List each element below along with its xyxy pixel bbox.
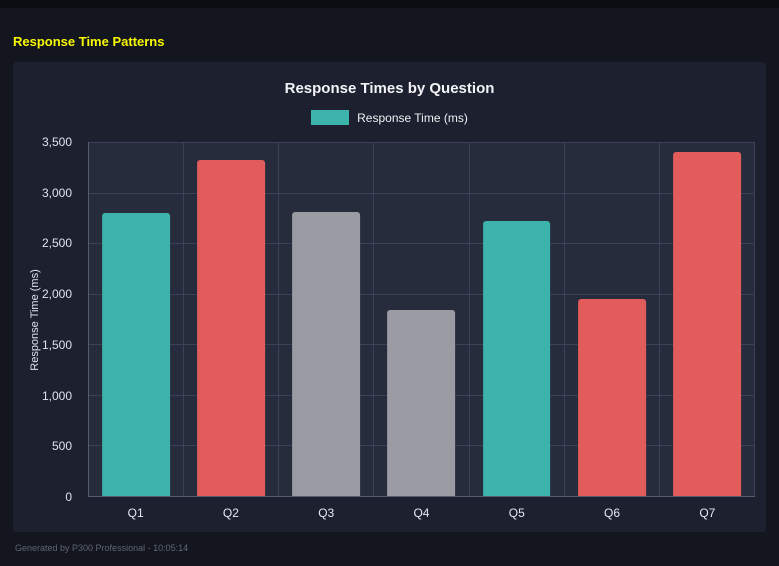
bar-q7[interactable]: [673, 152, 741, 496]
y-tick-label: 2,500: [41, 236, 72, 251]
h-gridline: [89, 192, 755, 194]
x-tick-label: Q4: [413, 506, 430, 520]
chart-title: Response Times by Question: [284, 80, 495, 97]
x-tick-label: Q3: [318, 506, 335, 520]
x-labels: Q1 Q2 Q3 Q4 Q5 Q6 Q7: [88, 506, 755, 520]
bar-slot: [565, 142, 660, 496]
plot-area: [88, 142, 755, 497]
y-tick-label: 0: [65, 490, 72, 504]
bar-slot: [279, 142, 375, 496]
x-tick-label: Q5: [508, 506, 525, 520]
chart-card: Response Times by Question Response Time…: [13, 62, 766, 532]
y-ticks: 0 500 1,000 1,500 2,000 2,500 3,000 3,500: [13, 135, 80, 504]
window-top-strip: [0, 0, 779, 8]
y-tick-label: 500: [51, 439, 72, 454]
x-tick-label: Q1: [127, 506, 144, 520]
legend-label: Response Time (ms): [357, 110, 468, 125]
bar-q3[interactable]: [292, 211, 361, 496]
bar-slot: [470, 142, 565, 496]
footer-note: Generated by P300 Professional - 10:05:1…: [15, 543, 189, 553]
bar-slot: [660, 142, 755, 496]
bar-slot: [89, 142, 185, 496]
bar-q4[interactable]: [387, 309, 456, 496]
bar-q1[interactable]: [102, 212, 170, 496]
x-tick-label: Q2: [222, 506, 239, 520]
h-gridline: [89, 243, 755, 245]
h-gridline: [89, 142, 755, 143]
page-title: Response Time Patterns: [13, 34, 165, 49]
y-tick-label: 1,500: [41, 337, 72, 352]
h-gridline: [89, 293, 755, 295]
bar-q2[interactable]: [197, 160, 266, 496]
chart-legend: Response Time (ms): [13, 110, 766, 125]
bar-slots: [89, 142, 755, 496]
bar-slot: [374, 142, 470, 496]
x-tick-label: Q6: [604, 506, 621, 520]
bar-q6[interactable]: [577, 298, 646, 496]
y-tick-label: 3,000: [41, 185, 72, 200]
x-tick-label: Q7: [699, 506, 716, 520]
y-tick-label: 2,000: [41, 287, 72, 302]
legend-swatch: [311, 110, 350, 125]
bar-q5[interactable]: [482, 220, 551, 496]
y-tick-label: 1,000: [41, 388, 72, 403]
legend-item[interactable]: Response Time (ms): [311, 110, 468, 125]
y-tick-label: 3,500: [41, 135, 72, 149]
bar-slot: [184, 142, 280, 496]
